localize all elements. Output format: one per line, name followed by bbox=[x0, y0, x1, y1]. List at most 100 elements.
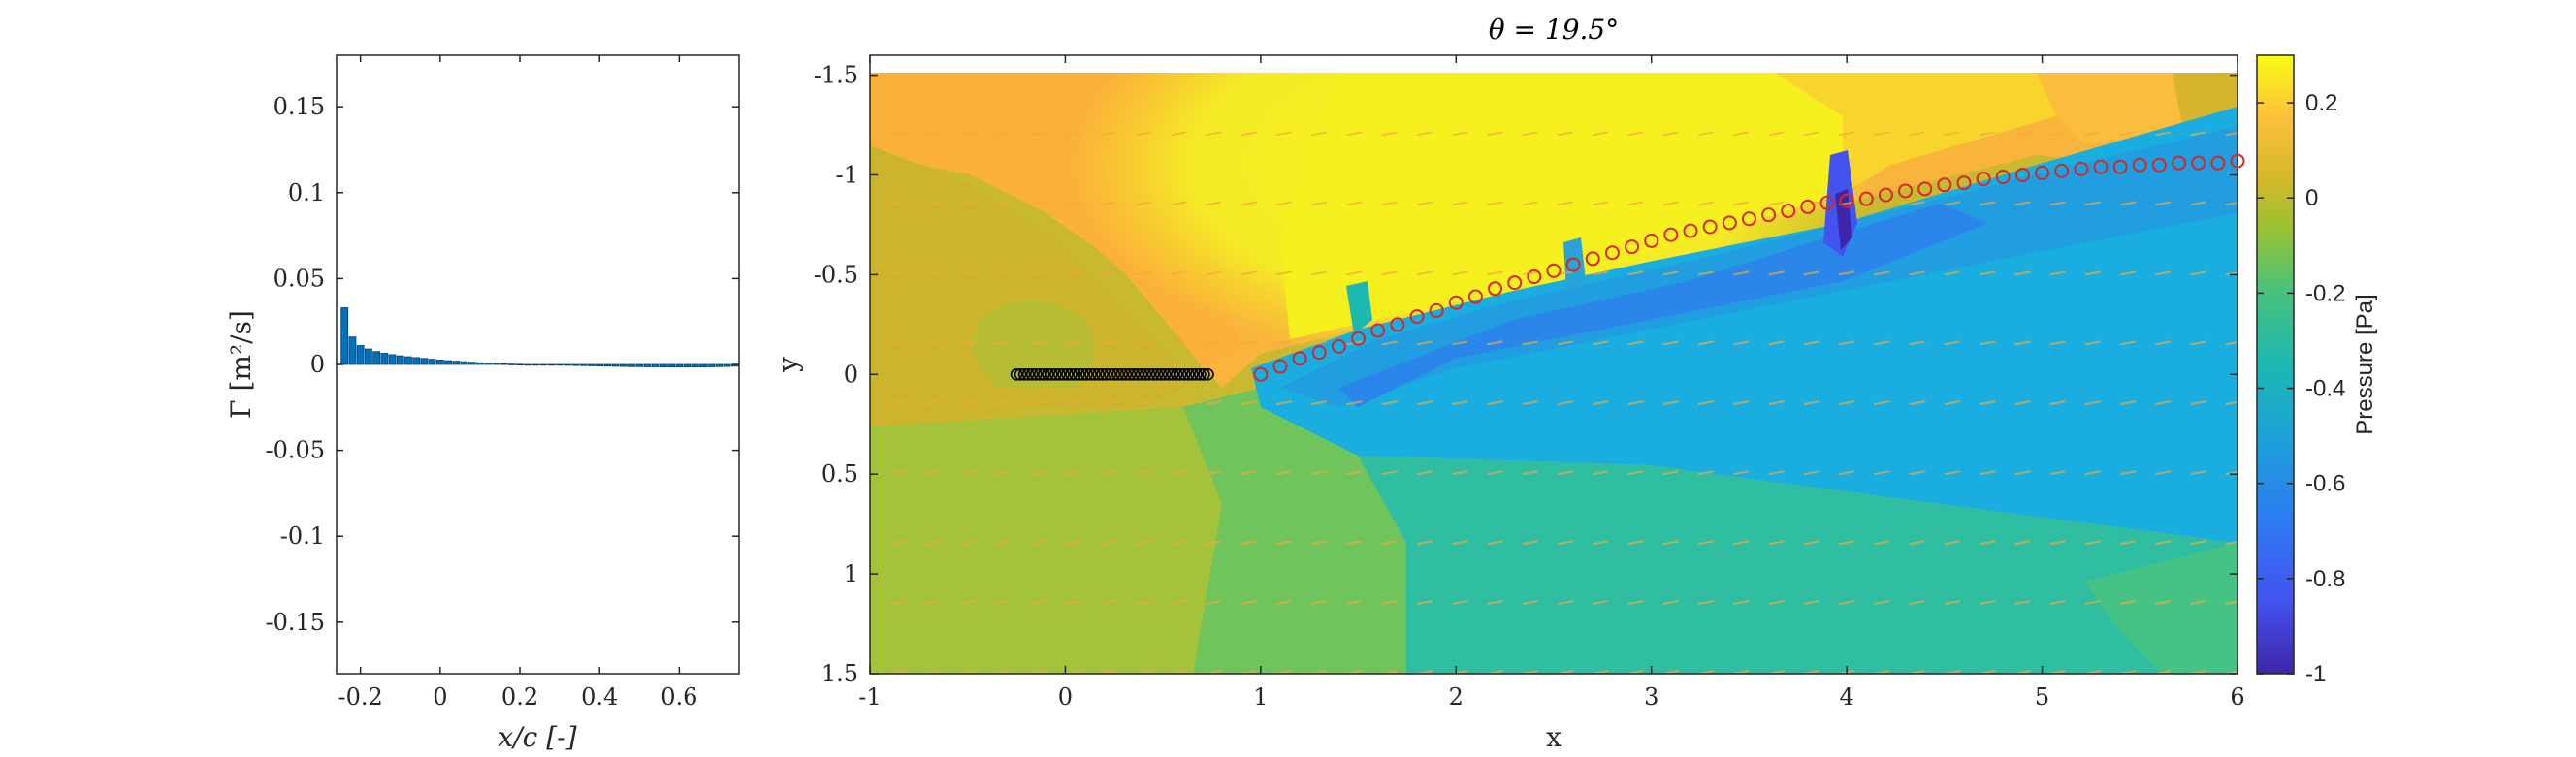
velocity-arrow bbox=[1240, 470, 1257, 476]
wake-point bbox=[2210, 155, 2226, 171]
velocity-arrow bbox=[1838, 270, 1855, 276]
wake-point bbox=[1429, 302, 1444, 318]
velocity-arrow bbox=[1697, 201, 1715, 206]
velocity-arrow bbox=[1240, 400, 1257, 406]
velocity-arrow bbox=[2049, 540, 2066, 546]
airfoil-point bbox=[1057, 367, 1070, 381]
bar-y-tick-label: 0.1 bbox=[288, 179, 325, 206]
velocity-arrow bbox=[994, 540, 1012, 546]
velocity-arrow bbox=[1346, 599, 1363, 605]
velocity-arrow bbox=[1240, 201, 1257, 206]
velocity-arrow bbox=[959, 201, 976, 206]
airfoil-point bbox=[1069, 367, 1081, 381]
velocity-arrow bbox=[994, 599, 1012, 605]
wake-point bbox=[2074, 161, 2089, 176]
wake-point bbox=[1858, 191, 1874, 206]
airfoil-point bbox=[1061, 367, 1074, 381]
airfoil-point bbox=[1046, 367, 1058, 381]
wake-point bbox=[1878, 187, 1893, 203]
velocity-arrow bbox=[1627, 400, 1644, 406]
velocity-arrow bbox=[1874, 400, 1890, 406]
velocity-arrow bbox=[1275, 599, 1293, 605]
velocity-arrow bbox=[2014, 201, 2031, 206]
wake-point bbox=[1702, 219, 1718, 235]
bar bbox=[507, 363, 516, 365]
airfoil-point bbox=[1065, 367, 1078, 381]
velocity-arrow bbox=[1803, 270, 1820, 276]
airfoil-point bbox=[1170, 367, 1183, 381]
velocity-arrow bbox=[1838, 340, 1855, 346]
airfoil-point bbox=[1186, 367, 1199, 381]
bar bbox=[524, 363, 532, 366]
velocity-arrow bbox=[1487, 270, 1503, 276]
bar bbox=[603, 363, 612, 367]
velocity-arrow bbox=[2225, 470, 2238, 476]
velocity-arrow bbox=[1452, 270, 1468, 276]
bar bbox=[499, 363, 508, 365]
velocity-arrow bbox=[1416, 270, 1433, 276]
velocity-arrow bbox=[1593, 599, 1609, 605]
velocity-arrow bbox=[1874, 599, 1890, 605]
velocity-arrow bbox=[2014, 131, 2031, 137]
airfoil-point bbox=[1182, 367, 1195, 381]
field-x-tick-label: 4 bbox=[1840, 683, 1854, 710]
bar bbox=[596, 363, 604, 366]
airfoil-point bbox=[1080, 367, 1093, 381]
velocity-arrow bbox=[1979, 599, 1996, 605]
wake-point bbox=[1741, 211, 1756, 227]
colorbar-gradient bbox=[2256, 54, 2295, 675]
velocity-arrow bbox=[1733, 400, 1750, 406]
velocity-arrow bbox=[994, 470, 1012, 476]
velocity-arrow bbox=[1944, 270, 1961, 276]
wake-point bbox=[1781, 204, 1796, 219]
velocity-arrow bbox=[1029, 340, 1046, 346]
wake-point bbox=[1995, 170, 2011, 185]
wake-point bbox=[1565, 257, 1581, 272]
velocity-arrow bbox=[2190, 470, 2206, 476]
velocity-arrow bbox=[1029, 131, 1046, 137]
velocity-arrow bbox=[1487, 131, 1503, 137]
velocity-arrow bbox=[1171, 540, 1187, 546]
velocity-arrow bbox=[1522, 540, 1538, 546]
velocity-arrow bbox=[2191, 62, 2206, 65]
wake-point bbox=[1956, 175, 1972, 191]
colorbar-tick-label: -0.6 bbox=[2305, 471, 2345, 497]
airfoil-point bbox=[1146, 367, 1160, 381]
velocity-arrow bbox=[1979, 470, 1996, 476]
velocity-arrow bbox=[2049, 131, 2066, 137]
bar bbox=[444, 360, 452, 365]
velocity-arrow bbox=[2155, 201, 2172, 206]
wake-point bbox=[1585, 251, 1600, 267]
velocity-arrow bbox=[1874, 62, 1889, 65]
wake-point bbox=[2093, 159, 2109, 174]
velocity-arrow bbox=[1909, 131, 1925, 137]
velocity-arrow bbox=[1803, 131, 1820, 137]
airfoil-point bbox=[1115, 367, 1129, 381]
velocity-arrow bbox=[1768, 201, 1785, 206]
wake-point bbox=[1761, 207, 1777, 223]
airfoil-point bbox=[1158, 367, 1172, 381]
wake-point bbox=[2172, 155, 2187, 171]
airfoil-point bbox=[1053, 367, 1066, 381]
velocity-arrow bbox=[2050, 62, 2066, 65]
velocity-arrow bbox=[1381, 400, 1398, 406]
velocity-arrow bbox=[2155, 599, 2172, 605]
field-x-tick-label: -1 bbox=[858, 683, 881, 710]
bar-y-tick-label: 0.15 bbox=[274, 93, 325, 120]
velocity-arrow bbox=[1311, 131, 1328, 137]
velocity-arrow bbox=[2119, 201, 2137, 206]
velocity-arrow bbox=[1311, 62, 1327, 65]
velocity-arrow bbox=[1488, 62, 1503, 65]
bar-x-tick-label: 0.6 bbox=[660, 683, 697, 710]
velocity-arrow bbox=[1733, 131, 1750, 137]
velocity-arrow bbox=[1557, 540, 1574, 546]
wake-point bbox=[1839, 193, 1854, 208]
velocity-arrow bbox=[888, 400, 906, 406]
velocity-arrow bbox=[1803, 400, 1820, 406]
field-x-tick-label: 0 bbox=[1058, 683, 1073, 710]
velocity-arrow bbox=[1065, 201, 1081, 206]
colorbar-tick-label: 0.2 bbox=[2305, 90, 2337, 116]
velocity-arrow bbox=[1522, 201, 1538, 206]
velocity-arrow bbox=[1522, 131, 1538, 137]
